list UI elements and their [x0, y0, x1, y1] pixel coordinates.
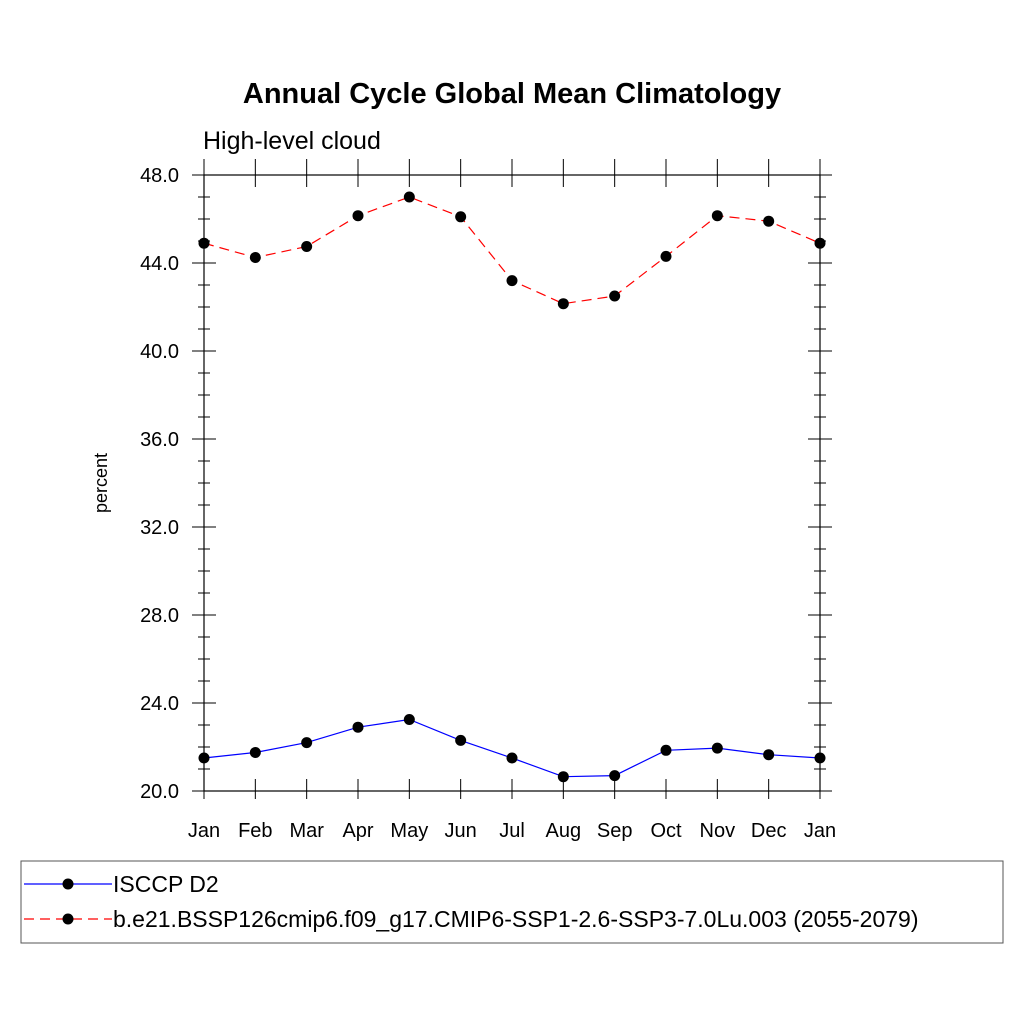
data-point — [198, 237, 210, 249]
x-tick-label: Jun — [445, 820, 477, 842]
series-line-0 — [203, 718, 821, 778]
data-point — [711, 210, 723, 222]
data-point — [301, 737, 313, 749]
legend-marker-1 — [62, 913, 74, 925]
legend-box — [20, 860, 1004, 944]
legend: ISCCP D2 b.e21.BSSP126cmip6.f09_g17.CMIP6… — [20, 860, 1004, 944]
x-tick-label: Sep — [597, 820, 633, 842]
legend-label-1: b.e21.BSSP126cmip6.f09_g17.CMIP6-SSP1-2.… — [113, 906, 919, 932]
y-tick-label: 44.0 — [140, 253, 179, 275]
legend-marker-0 — [62, 878, 74, 890]
data-point — [660, 250, 672, 262]
y-tick-label: 28.0 — [140, 605, 179, 627]
data-point — [814, 752, 826, 764]
x-tick-label: Mar — [289, 820, 324, 842]
x-tick-label: Jan — [804, 820, 836, 842]
data-point — [557, 298, 569, 310]
axis-ticks: Jan Feb Mar Apr May Jun Jul Aug Sep Oct Nov Dec Jan 2… — [140, 159, 836, 842]
data-point — [249, 252, 261, 263]
y-tick-label: 48.0 — [140, 165, 179, 187]
data-point — [506, 275, 518, 287]
y-tick-label: 32.0 — [140, 517, 179, 539]
y-tick-label: 40.0 — [140, 341, 179, 363]
y-tick-label: 36.0 — [140, 429, 179, 451]
data-point — [506, 752, 518, 764]
chart-subtitle: High-level cloud — [203, 127, 381, 155]
x-tick-label: Nov — [700, 820, 736, 842]
y-axis-label: percent — [91, 453, 111, 513]
data-point — [403, 714, 415, 725]
data-point — [249, 747, 261, 758]
data-point — [455, 734, 467, 746]
data-point — [352, 210, 364, 222]
data-point — [609, 290, 621, 302]
x-tick-label: Oct — [650, 820, 682, 842]
x-tick-label: Jul — [499, 820, 525, 842]
x-tick-label: Aug — [546, 820, 582, 842]
data-point — [352, 721, 364, 733]
chart-title: Annual Cycle Global Mean Climatology — [243, 78, 781, 110]
data-point — [301, 241, 313, 252]
legend-label-0: ISCCP D2 — [113, 871, 219, 897]
data-point — [660, 744, 672, 756]
series-line-1 — [203, 196, 821, 305]
data-point — [711, 742, 723, 754]
x-tick-label: Dec — [751, 820, 787, 842]
data-point — [814, 237, 826, 249]
x-tick-label: May — [390, 820, 428, 842]
x-tick-label: Apr — [342, 820, 373, 842]
plot-frame — [203, 174, 821, 792]
y-tick-label: 24.0 — [140, 693, 179, 715]
y-tick-label: 20.0 — [140, 781, 179, 803]
data-point — [557, 771, 569, 783]
data-point — [198, 752, 210, 764]
data-point — [763, 215, 775, 227]
x-tick-label: Feb — [238, 820, 272, 842]
data-point — [403, 191, 415, 203]
series-layer — [198, 191, 826, 783]
data-point — [455, 211, 467, 223]
data-point — [763, 749, 775, 761]
data-point — [609, 770, 621, 782]
x-tick-label: Jan — [188, 820, 220, 842]
